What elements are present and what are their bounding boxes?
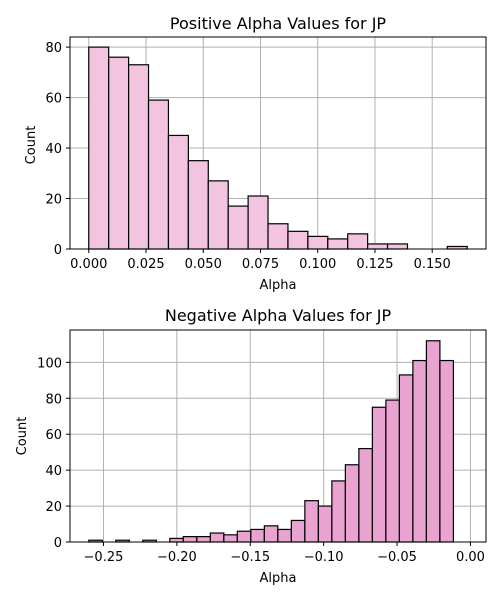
x-tick-label: −0.25 — [84, 550, 124, 565]
histogram-bar — [223, 534, 238, 543]
x-tick-label: −0.10 — [304, 550, 344, 565]
y-tick-label: 60 — [45, 92, 62, 107]
histogram-bar — [290, 519, 306, 543]
y-tick-label: 0 — [54, 243, 62, 258]
histogram-bar — [398, 374, 414, 543]
positive-alpha-chart: Positive Alpha Values for JP Alpha Count… — [24, 14, 487, 293]
histogram-bar — [263, 525, 279, 543]
histogram-bar — [358, 447, 373, 543]
x-tick-label: 0.00 — [456, 550, 485, 565]
y-axis-label: Count — [24, 126, 39, 165]
histogram-bar — [307, 235, 329, 250]
histogram-bar — [327, 238, 349, 250]
plot-frame — [69, 329, 487, 543]
histogram-bar — [304, 500, 319, 543]
x-axis-label: Alpha — [260, 278, 297, 293]
y-tick-label: 80 — [45, 41, 62, 56]
x-tick-label: 0.075 — [242, 257, 279, 272]
y-tick-label: 20 — [45, 193, 62, 208]
histogram-bar — [385, 399, 400, 543]
axis-ticks: −0.25 −0.20 −0.15 −0.10 −0.05 0.00 0 20 40 60 80 10… — [37, 356, 485, 565]
y-tick-label: 40 — [45, 142, 62, 157]
x-tick-label: 0.125 — [356, 257, 393, 272]
histogram-bar — [247, 195, 269, 250]
y-tick-label: 80 — [45, 392, 62, 407]
y-tick-label: 40 — [45, 464, 62, 479]
histogram-bars — [88, 340, 455, 543]
histogram-bar — [344, 464, 360, 543]
histogram-bar — [169, 537, 184, 543]
x-tick-label: 0.025 — [127, 257, 164, 272]
histogram-bar — [371, 406, 387, 543]
x-tick-label: −0.05 — [377, 550, 417, 565]
histogram-bar — [287, 230, 309, 250]
histogram-bar — [250, 528, 265, 543]
y-tick-label: 20 — [45, 500, 62, 515]
histogram-bar — [331, 480, 346, 543]
y-tick-label: 0 — [54, 536, 62, 551]
histogram-bar — [236, 530, 252, 543]
x-tick-label: 0.000 — [70, 257, 107, 272]
histogram-bar — [207, 180, 229, 250]
histogram-bar — [277, 528, 292, 543]
histogram-bar — [147, 99, 170, 250]
histogram-bar — [227, 205, 249, 250]
x-tick-label: 0.100 — [299, 257, 336, 272]
plot-frame — [69, 36, 487, 250]
x-tick-label: 0.150 — [414, 257, 451, 272]
histogram-bar — [187, 160, 209, 250]
histogram-bar — [425, 340, 441, 543]
y-tick-label: 100 — [37, 356, 62, 371]
histogram-bar — [196, 536, 211, 543]
histogram-bar — [439, 359, 455, 543]
histogram-bar — [209, 532, 225, 543]
chart-title: Positive Alpha Values for JP — [170, 14, 387, 33]
y-axis-label: Count — [15, 417, 30, 456]
x-tick-label: −0.20 — [157, 550, 197, 565]
histogram-bar — [367, 243, 389, 250]
x-tick-label: 0.050 — [185, 257, 222, 272]
axis-ticks: 0.000 0.025 0.050 0.075 0.100 0.125 0.150 0 20 40… — [45, 41, 450, 272]
histogram-bar — [88, 46, 110, 250]
x-tick-label: −0.15 — [230, 550, 270, 565]
histogram-bar — [167, 134, 189, 250]
negative-alpha-chart: Negative Alpha Values for JP Alpha Count… — [15, 306, 487, 586]
y-tick-label: 60 — [45, 428, 62, 443]
chart-title: Negative Alpha Values for JP — [165, 306, 392, 325]
histogram-bar — [182, 536, 198, 543]
x-axis-label: Alpha — [260, 571, 297, 586]
histogram-bar — [128, 64, 150, 250]
histogram-bar — [347, 233, 369, 250]
histogram-bar — [386, 243, 409, 250]
histogram-bar — [108, 56, 130, 250]
histogram-bar — [412, 359, 428, 543]
histogram-bar — [267, 223, 289, 250]
histogram-bar — [317, 505, 333, 543]
